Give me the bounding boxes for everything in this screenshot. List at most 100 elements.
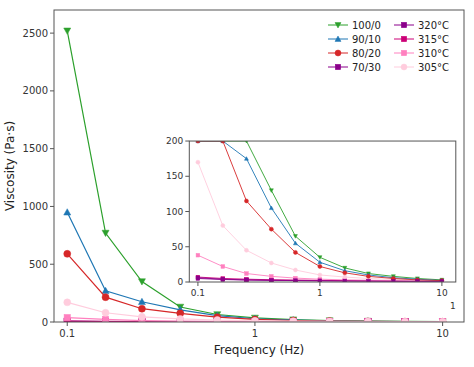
marker (64, 28, 71, 34)
marker (244, 248, 248, 252)
marker (401, 319, 408, 322)
legend-label: 90/10 (352, 34, 381, 45)
marker (221, 224, 225, 228)
legend-marker (401, 22, 406, 27)
chart: 0.111005001000150020002500Frequency (Hz)… (0, 0, 474, 367)
marker (138, 298, 145, 304)
plot-area (54, 10, 464, 322)
series-line (198, 162, 442, 280)
marker (326, 319, 332, 322)
marker (293, 250, 297, 254)
y-tick-label: 2000 (23, 85, 48, 96)
marker (138, 313, 145, 320)
y-tick (185, 211, 189, 212)
marker (64, 250, 71, 257)
marker (401, 318, 408, 322)
legend-label: 320°C (418, 20, 449, 31)
legend-marker (401, 36, 406, 41)
marker (177, 315, 184, 322)
x-tick (197, 282, 198, 286)
marker (102, 230, 109, 236)
y-tick (185, 176, 189, 177)
marker (294, 278, 298, 282)
marker (415, 278, 419, 282)
marker (440, 279, 444, 282)
axes: 0.111005001000150020002500Frequency (Hz)… (3, 10, 464, 357)
annotation: 1 (450, 301, 456, 311)
marker (290, 317, 297, 322)
legend-label: 100/0 (352, 20, 381, 31)
marker (293, 268, 297, 272)
marker (290, 318, 297, 322)
y-tick-label: 1000 (23, 201, 48, 212)
marker (364, 318, 371, 322)
y-tick-label: 150 (166, 171, 183, 181)
x-tick (67, 322, 68, 326)
marker (214, 317, 221, 322)
y-tick (50, 90, 54, 91)
y-tick (185, 282, 189, 283)
y-tick-label: 500 (29, 259, 48, 270)
series-line (198, 141, 442, 281)
marker (401, 318, 408, 322)
marker (326, 318, 333, 322)
legend-marker (335, 36, 341, 41)
y-tick-label: 0 (42, 317, 48, 328)
x-tick-label: 1 (317, 288, 323, 298)
x-tick-label: 0.1 (191, 288, 205, 298)
legend-marker (401, 50, 406, 55)
marker (138, 279, 145, 285)
marker (221, 277, 225, 281)
marker (270, 278, 274, 282)
y-tick (185, 141, 189, 142)
marker (439, 318, 446, 322)
marker (244, 199, 248, 203)
y-tick (185, 246, 189, 247)
marker (245, 277, 249, 281)
x-axis-label: Frequency (Hz) (214, 343, 305, 357)
marker (138, 305, 145, 312)
x-tick (254, 322, 255, 326)
x-tick-label: 10 (436, 328, 449, 339)
marker (293, 235, 297, 239)
y-tick (50, 206, 54, 207)
marker (221, 265, 225, 269)
marker (364, 318, 371, 322)
y-tick (50, 322, 54, 323)
marker (64, 209, 71, 215)
y-tick-label: 1500 (23, 143, 48, 154)
marker (102, 287, 109, 293)
marker (326, 319, 332, 322)
marker (290, 319, 296, 322)
x-tick (319, 282, 320, 286)
marker (366, 274, 370, 278)
legend: 100/090/1080/2070/30320°C315°C310°C305°C (328, 20, 449, 73)
marker (102, 309, 109, 316)
marker (364, 318, 371, 322)
legend-marker (401, 64, 407, 70)
marker (269, 206, 273, 210)
marker (439, 318, 446, 322)
y-tick (50, 148, 54, 149)
marker (293, 241, 297, 245)
legend-label: 80/20 (352, 48, 381, 59)
marker (102, 316, 108, 322)
marker (401, 318, 408, 322)
frame (54, 10, 464, 322)
marker (196, 277, 200, 281)
marker (440, 279, 444, 282)
x-tick-label: 0.1 (59, 328, 75, 339)
marker (326, 318, 333, 322)
y-tick (50, 33, 54, 34)
marker (290, 319, 296, 322)
marker (270, 278, 274, 282)
x-tick (441, 282, 442, 286)
marker (318, 264, 322, 268)
series-line (198, 141, 442, 281)
marker (245, 278, 249, 282)
marker (196, 160, 200, 164)
legend-label: 310°C (418, 48, 449, 59)
marker (343, 275, 347, 279)
marker (318, 273, 322, 277)
legend-label: 315°C (418, 34, 449, 45)
